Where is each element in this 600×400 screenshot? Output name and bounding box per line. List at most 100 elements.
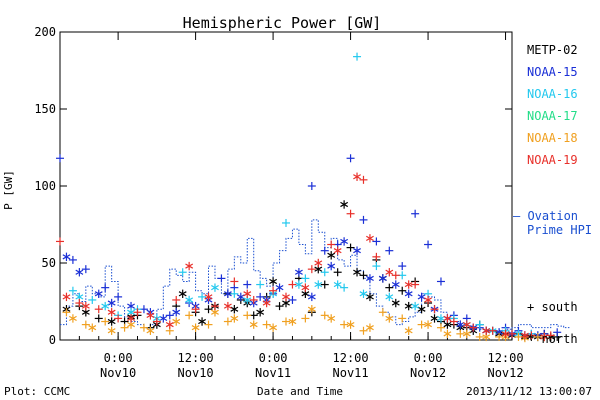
north-point — [223, 289, 232, 298]
south-point — [346, 243, 355, 252]
north-point — [88, 323, 97, 332]
north-point — [211, 283, 219, 292]
north-point — [62, 252, 71, 262]
marker-stroke — [223, 291, 232, 297]
marker-stroke — [294, 269, 303, 275]
north-point — [327, 261, 336, 271]
north-point — [68, 314, 77, 323]
marker-stroke — [191, 325, 200, 331]
south-point — [81, 320, 90, 329]
footer-left: Plot: CCMC — [4, 385, 70, 398]
x-tick-date: Nov11 — [255, 366, 291, 380]
marker-stroke — [275, 285, 284, 291]
south-point — [282, 317, 290, 326]
marker-stroke — [88, 325, 97, 331]
marker-stroke — [307, 294, 316, 300]
marker-stroke — [307, 306, 316, 312]
legend-ovation-line1: — Ovation — [513, 209, 578, 223]
ovation-hpi-series — [60, 219, 571, 332]
north-point — [430, 314, 439, 323]
north-point — [443, 329, 452, 339]
legend-entry: NOAA-19 — [527, 153, 578, 167]
north-point — [385, 314, 394, 323]
north-point — [94, 289, 103, 298]
marker-stroke — [462, 321, 471, 328]
north-point — [223, 301, 232, 311]
north-point — [191, 323, 200, 332]
south-point — [120, 323, 129, 332]
ovation-hpi-line — [60, 219, 571, 332]
north-point — [269, 323, 278, 332]
south-point — [101, 317, 110, 326]
marker-stroke — [127, 309, 135, 315]
south-point — [56, 237, 64, 246]
marker-stroke — [314, 260, 323, 266]
north-point — [353, 268, 361, 277]
north-point — [159, 314, 168, 323]
marker-stroke — [294, 281, 303, 288]
south-point — [391, 271, 400, 280]
marker-stroke — [81, 303, 90, 309]
north-point — [314, 280, 323, 289]
north-point — [81, 301, 90, 311]
marker-stroke — [146, 312, 155, 318]
south-point — [411, 280, 420, 289]
north-point — [327, 251, 336, 260]
marker-stroke — [327, 252, 336, 258]
north-point — [165, 320, 174, 329]
north-point — [424, 320, 432, 329]
marker-stroke — [424, 321, 432, 328]
marker-stroke — [127, 303, 135, 309]
south-point — [191, 305, 200, 314]
marker-stroke — [366, 294, 374, 300]
legend-entry: NOAA-18 — [527, 131, 578, 145]
south-point — [417, 320, 426, 329]
north-point — [185, 295, 194, 305]
south-point — [359, 271, 368, 280]
legend-entry: NOAA-16 — [527, 87, 578, 101]
marker-stroke — [327, 315, 336, 322]
marker-stroke — [159, 315, 168, 322]
x-tick-label: 12:00 — [333, 351, 369, 365]
marker-stroke — [282, 300, 290, 306]
north-point — [262, 298, 271, 308]
marker-stroke — [62, 254, 71, 260]
south-point — [340, 283, 349, 292]
marker-stroke — [443, 321, 452, 328]
marker-stroke — [333, 248, 342, 254]
north-point — [391, 298, 400, 308]
north-point — [198, 317, 206, 326]
marker-stroke — [391, 300, 400, 306]
y-tick-label: 200 — [34, 25, 56, 39]
north-point — [204, 292, 213, 302]
y-axis-label: P [GW] — [2, 170, 15, 210]
marker-stroke — [243, 291, 252, 297]
north-point — [307, 292, 316, 302]
x-tick-label: 12:00 — [178, 351, 214, 365]
legend-north: * north — [527, 332, 578, 346]
marker-stroke — [404, 328, 413, 334]
marker-stroke — [185, 297, 194, 303]
north-point — [404, 280, 413, 289]
north-point — [333, 280, 342, 289]
south-point — [217, 274, 226, 283]
marker-stroke — [107, 300, 116, 306]
north-point — [437, 314, 445, 323]
south-point — [320, 268, 329, 277]
south-point — [398, 262, 407, 271]
marker-stroke — [333, 281, 342, 288]
marker-stroke — [236, 294, 245, 300]
north-point — [359, 289, 368, 298]
south-point — [456, 329, 465, 338]
north-point — [249, 320, 258, 329]
marker-stroke — [417, 306, 426, 312]
marker-stroke — [443, 315, 452, 322]
marker-stroke — [256, 309, 265, 315]
marker-stroke — [366, 275, 374, 282]
marker-stroke — [94, 291, 103, 297]
south-point — [269, 286, 278, 295]
south-point — [88, 295, 97, 304]
north-point — [146, 311, 155, 320]
south-point — [411, 209, 420, 218]
south-point — [152, 317, 161, 326]
